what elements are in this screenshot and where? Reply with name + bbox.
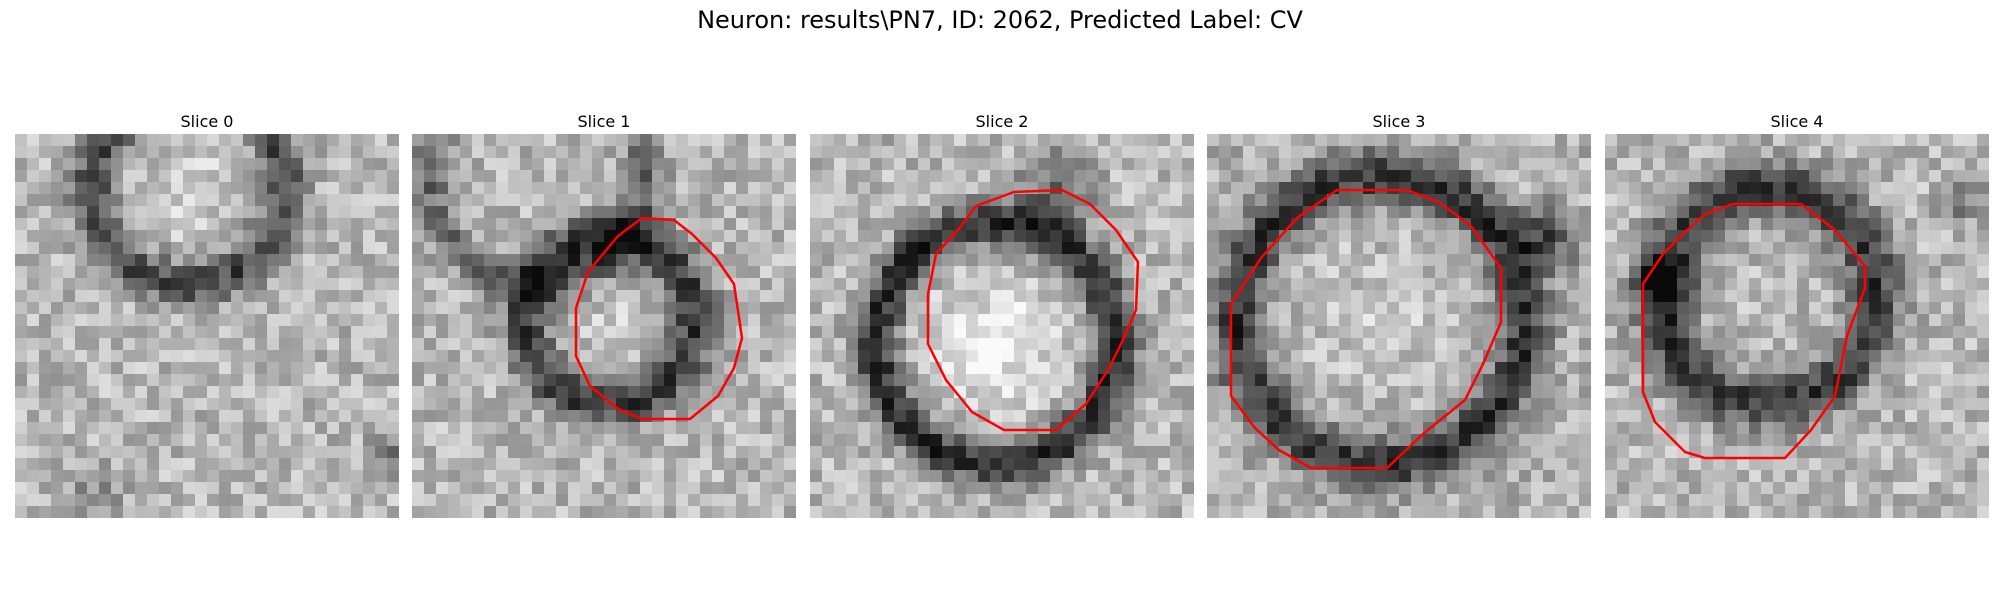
slice-title-4: Slice 4 <box>1770 112 1824 131</box>
slice-panel-3: Slice 3 <box>1207 110 1591 518</box>
slice-image-0 <box>15 134 399 518</box>
slice-image-4 <box>1605 134 1989 518</box>
red-contour-2 <box>926 188 1140 432</box>
slice-title-1: Slice 1 <box>577 112 631 131</box>
slice-panel-2: Slice 2 <box>810 110 1194 518</box>
grayscale-pixels-0 <box>15 134 399 518</box>
figure-title: Neuron: results\PN7, ID: 2062, Predicted… <box>697 6 1303 34</box>
slice-title-2: Slice 2 <box>975 112 1029 131</box>
grayscale-pixels-2 <box>810 134 1194 518</box>
grayscale-pixels-3 <box>1207 134 1591 518</box>
grayscale-pixels-4 <box>1605 134 1989 518</box>
slice-panel-0: Slice 0 <box>15 110 399 518</box>
slice-image-2 <box>810 134 1194 518</box>
grayscale-pixels-1 <box>412 134 796 518</box>
slice-image-3 <box>1207 134 1591 518</box>
slice-panel-1: Slice 1 <box>412 110 796 518</box>
red-contour-4 <box>1641 202 1867 460</box>
slice-title-3: Slice 3 <box>1372 112 1426 131</box>
slice-title-0: Slice 0 <box>180 112 234 131</box>
red-contour-3 <box>1229 188 1503 470</box>
red-contour-1 <box>574 216 744 421</box>
slice-image-1 <box>412 134 796 518</box>
slice-panel-4: Slice 4 <box>1605 110 1989 518</box>
